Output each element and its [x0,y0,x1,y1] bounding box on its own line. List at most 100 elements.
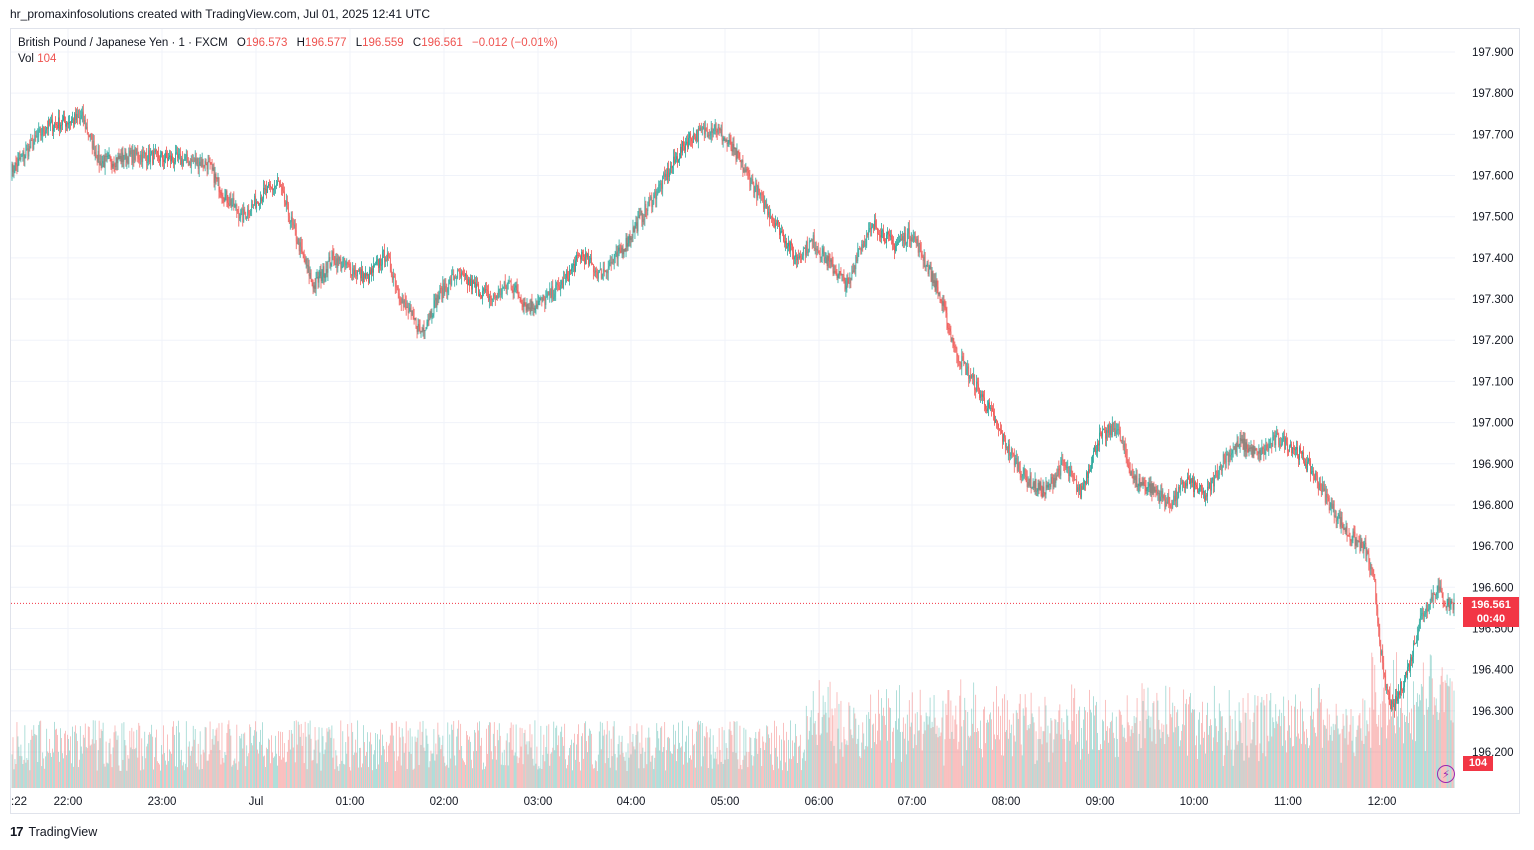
candle-body [545,297,547,305]
volume-bar [155,737,156,788]
candle-body [1139,478,1141,487]
volume-bar [873,723,875,788]
candle-body [63,116,64,121]
candle-body [1427,609,1429,612]
candle-body [839,271,841,275]
candle-body [115,157,117,167]
candle-body [442,283,444,299]
candle-body [235,204,237,206]
candle-body [1061,459,1063,461]
tradingview-logo[interactable]: 17 TradingView [10,824,97,839]
volume-bar [1357,725,1359,788]
volume-bar [58,751,59,788]
candle-body [97,150,99,162]
volume-bar [420,744,422,788]
volume-bar [194,729,196,788]
candle-body [738,153,740,158]
volume-bar [630,754,632,788]
volume-bar [561,726,563,788]
candle-body [887,231,888,235]
volume-bar [1419,700,1421,788]
candle-body [754,186,756,193]
volume-bar [178,732,180,788]
volume-bar [28,743,30,788]
volume-bar [762,736,764,788]
volume-bar [81,753,83,788]
candle-body [1394,703,1395,710]
volume-bar [60,728,61,788]
candle-body [864,240,866,246]
volume-bar [754,738,756,788]
volume-bar [755,732,757,788]
candle-body [1011,449,1013,454]
volume-bar [192,725,194,788]
volume-bar [153,769,155,788]
candle-body [437,295,439,300]
candle-body [323,266,325,278]
candle-body [1300,447,1301,452]
candle-body [873,224,874,230]
candle-body [223,198,225,202]
volume-bar [526,741,528,788]
candle-body [705,128,707,131]
candle-body [1371,566,1373,569]
volume-bar [208,754,210,788]
volume-bar [1312,711,1314,788]
candle-body [240,209,242,218]
volume-bar [520,746,522,788]
volume-bar [970,735,972,788]
volume-bar [906,714,908,788]
volume-bar [156,729,157,788]
tradingview-logo-icon: 17 [10,824,24,839]
candle-body [415,318,417,329]
candle-body [543,295,545,298]
candle-body [119,155,121,159]
candle-body [1320,490,1322,492]
volume-bar [436,754,438,788]
close-value: 196.561 [421,37,463,49]
volume-bar [658,738,660,788]
volume-bar [1199,712,1200,788]
volume-bar [734,721,736,788]
candle-body [286,200,288,204]
candle-body [511,288,513,290]
volume-bar [845,744,847,788]
time-tick-label: 01:00 [336,796,365,808]
volume-bar [598,731,600,788]
candle-body [1010,449,1012,455]
candle-body [1251,447,1253,457]
volume-bar [329,729,331,788]
candle-body [58,117,59,129]
volume-bar [267,749,268,788]
volume-bar [24,725,26,788]
candle-body [1255,448,1257,450]
volume-bar [967,711,969,788]
candle-body [724,137,726,142]
lightning-icon[interactable]: ⚡ [1437,765,1455,783]
candle-body [1431,596,1433,602]
volume-bar [285,761,287,788]
candle-body [977,381,978,384]
candle-body [960,362,962,368]
candle-body [339,258,341,261]
volume-value: 104 [37,53,57,65]
volume-bar [1322,719,1324,788]
volume-bar [1027,725,1029,788]
candle-body [794,257,795,260]
candle-body [285,200,287,205]
candle-body [139,159,141,161]
volume-bar [157,761,158,788]
volume-bar [1181,730,1183,788]
volume-bar [1290,737,1291,788]
candle-body [707,134,709,137]
volume-bar [1355,736,1357,788]
volume-bar [186,767,188,788]
volume-bar [1424,751,1426,788]
volume-bar [941,717,943,788]
volume-bar [687,762,688,788]
volume-bar [137,757,139,788]
candle-body [1184,486,1185,488]
volume-bar [1043,731,1045,788]
volume-bar [127,755,129,788]
